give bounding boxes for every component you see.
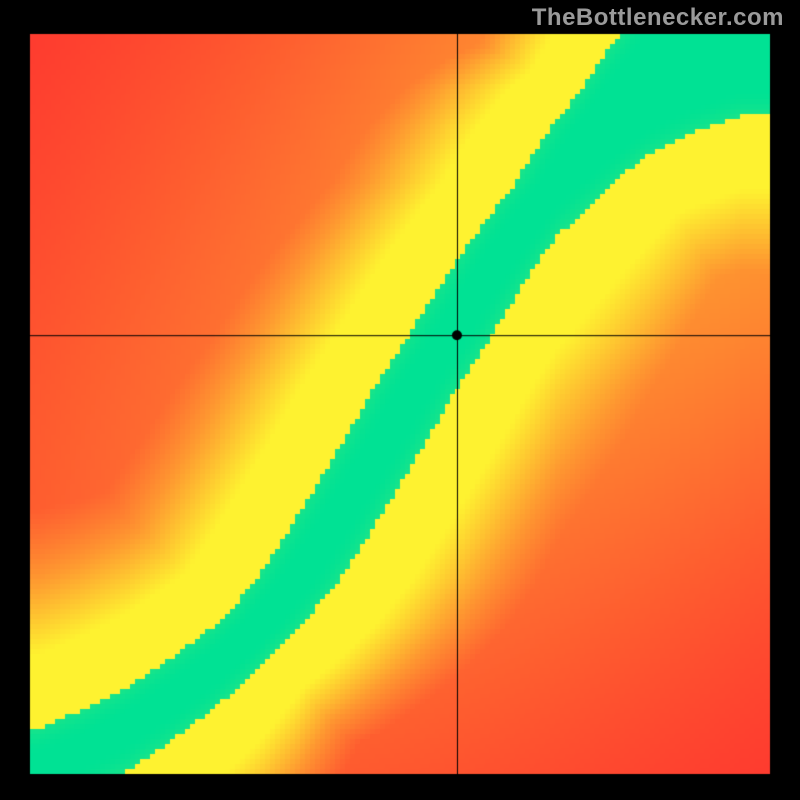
chart-container: { "watermark": { "text": "TheBottlenecke…	[0, 0, 800, 800]
watermark: TheBottlenecker.com	[532, 4, 784, 32]
bottleneck-heatmap	[0, 0, 800, 800]
